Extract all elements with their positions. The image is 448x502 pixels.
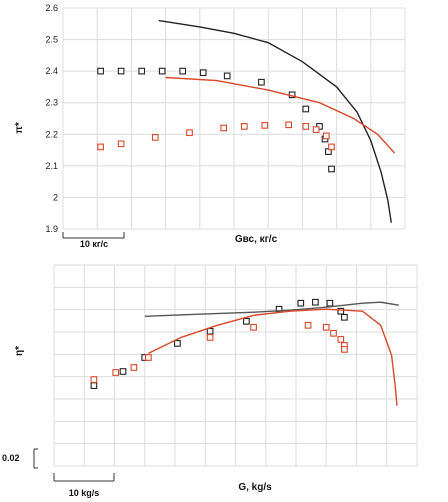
chart-pi-point: [258, 78, 265, 86]
chart-eta-x-label: G, kg/s: [238, 482, 272, 493]
chart-pi-point: [158, 67, 166, 75]
chart-eta-point: [341, 346, 348, 353]
chart-pi-y-tick: 2: [53, 192, 58, 202]
chart-pi-y-tick: 2.5: [45, 35, 58, 45]
chart-eta-point: [326, 299, 334, 307]
chart-pi-line-3: [165, 76, 396, 154]
chart-pi-point: [138, 67, 146, 75]
chart-eta-point: [90, 376, 98, 383]
chart-eta-point: [145, 354, 152, 361]
chart-eta-point: [312, 298, 319, 306]
chart-pi-point: [312, 126, 320, 133]
chart-pi-point: [302, 105, 310, 113]
chart-eta-point: [206, 327, 214, 335]
chart-eta-value-scale-label: 0.02: [2, 453, 20, 463]
chart-eta-point: [174, 340, 181, 347]
chart-eta: η* G, kg/s 0.02 10 kg/s: [2, 264, 418, 498]
chart-pi-point: [322, 132, 330, 140]
chart-pi-grid: [62, 7, 406, 230]
chart-eta-point: [119, 368, 127, 375]
chart-pi-scale-bar: 10 кг/с: [62, 232, 125, 249]
chart-pi-y-tick: 2.2: [45, 129, 58, 139]
chart-eta-point: [206, 334, 214, 341]
chart-pi: 1.9 2 2.1 2.2 2.3 2.4 2.5 2.6 π* Gвс, кг/с 10 к…: [14, 3, 406, 249]
chart-pi-point: [285, 121, 293, 129]
chart-eta-grid: [53, 264, 418, 467]
chart-pi-point: [151, 134, 159, 141]
chart-eta-line-3: [148, 308, 398, 406]
chart-pi-point: [117, 140, 125, 148]
chart-pi-y-tick: 1.9: [45, 224, 58, 234]
chart-pi-y-ticks: 1.9 2 2.1 2.2 2.3 2.4 2.5 2.6: [45, 3, 58, 234]
chart-eta-point: [90, 382, 98, 389]
chart-eta-point: [337, 336, 345, 343]
chart-pi-point: [328, 143, 335, 151]
chart-pi-point: [179, 67, 187, 75]
chart-pi-point: [117, 67, 125, 75]
chart-pi-point: [186, 129, 193, 137]
chart-pi-point: [97, 143, 104, 151]
chart-pi-scale-label: 10 кг/с: [80, 239, 108, 249]
chart-eta-point: [130, 364, 138, 371]
chart-pi-point: [220, 124, 228, 132]
chart-pi-point: [261, 122, 269, 129]
chart-eta-point: [330, 329, 337, 337]
chart-eta-scale-bar: 10 kg/s: [53, 473, 115, 498]
chart-pi-y-tick: 2.1: [45, 161, 58, 171]
chart-eta-value-scale: 0.02: [2, 448, 38, 469]
chart-pi-point: [97, 67, 104, 75]
chart-pi-point: [199, 69, 207, 77]
chart-eta-point: [337, 307, 345, 315]
chart-eta-series: [90, 298, 399, 406]
chart-eta-point: [112, 369, 120, 376]
chart-pi-x-label: Gвс, кг/с: [235, 234, 278, 245]
chart-pi-point: [223, 72, 231, 80]
chart-pi-y-tick: 2.4: [45, 66, 58, 76]
chart-pi-point: [328, 165, 335, 173]
chart-eta-point: [304, 321, 312, 329]
chart-eta-scale-label: 10 kg/s: [69, 488, 100, 498]
chart-eta-point: [322, 323, 330, 331]
chart-eta-y-label: η*: [14, 346, 25, 356]
chart-eta-line-2: [144, 301, 399, 317]
chart-pi-point: [240, 123, 248, 130]
chart-eta-point: [297, 299, 305, 307]
chart-pi-y-tick: 2.6: [45, 3, 58, 13]
chart-pi-line-2: [158, 19, 392, 223]
chart-pi-y-label: π*: [14, 122, 25, 134]
chart-eta-point: [341, 313, 348, 321]
chart-eta-point: [243, 317, 250, 325]
chart-pi-series: [97, 19, 396, 223]
chart-eta-point: [250, 323, 257, 331]
chart-pi-point: [302, 123, 310, 130]
chart-pi-y-tick: 2.3: [45, 98, 58, 108]
